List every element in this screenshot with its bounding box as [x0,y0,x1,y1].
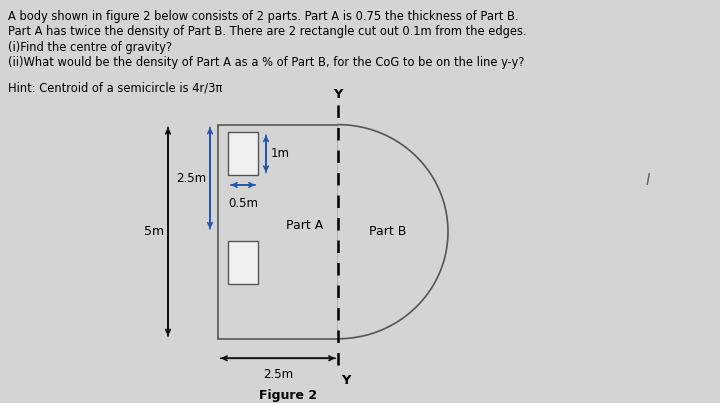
Text: Figure 2: Figure 2 [259,389,317,402]
Text: (i)Find the centre of gravity?: (i)Find the centre of gravity? [8,41,172,54]
Text: Part A: Part A [286,219,323,232]
Text: Y: Y [333,88,343,101]
Text: Hint: Centroid of a semicircle is 4r/3π: Hint: Centroid of a semicircle is 4r/3π [8,82,222,95]
Text: (ii)What would be the density of Part A as a % of Part B, for the CoG to be on t: (ii)What would be the density of Part A … [8,56,524,69]
Text: 2.5m: 2.5m [263,368,293,381]
Bar [228,133,258,175]
Text: 0.5m: 0.5m [228,197,258,210]
Bar [228,241,258,284]
Text: 1m: 1m [271,147,290,160]
Text: 5m: 5m [144,225,164,238]
Polygon shape [338,125,448,339]
Text: I: I [646,172,650,187]
Text: Part B: Part B [369,225,406,238]
Text: Part A has twice the density of Part B. There are 2 rectangle cut out 0.1m from : Part A has twice the density of Part B. … [8,25,526,38]
Text: A body shown in figure 2 below consists of 2 parts. Part A is 0.75 the thickness: A body shown in figure 2 below consists … [8,10,518,23]
Bar [218,125,338,339]
Text: Y: Y [341,374,351,387]
Text: 2.5m: 2.5m [176,172,206,185]
